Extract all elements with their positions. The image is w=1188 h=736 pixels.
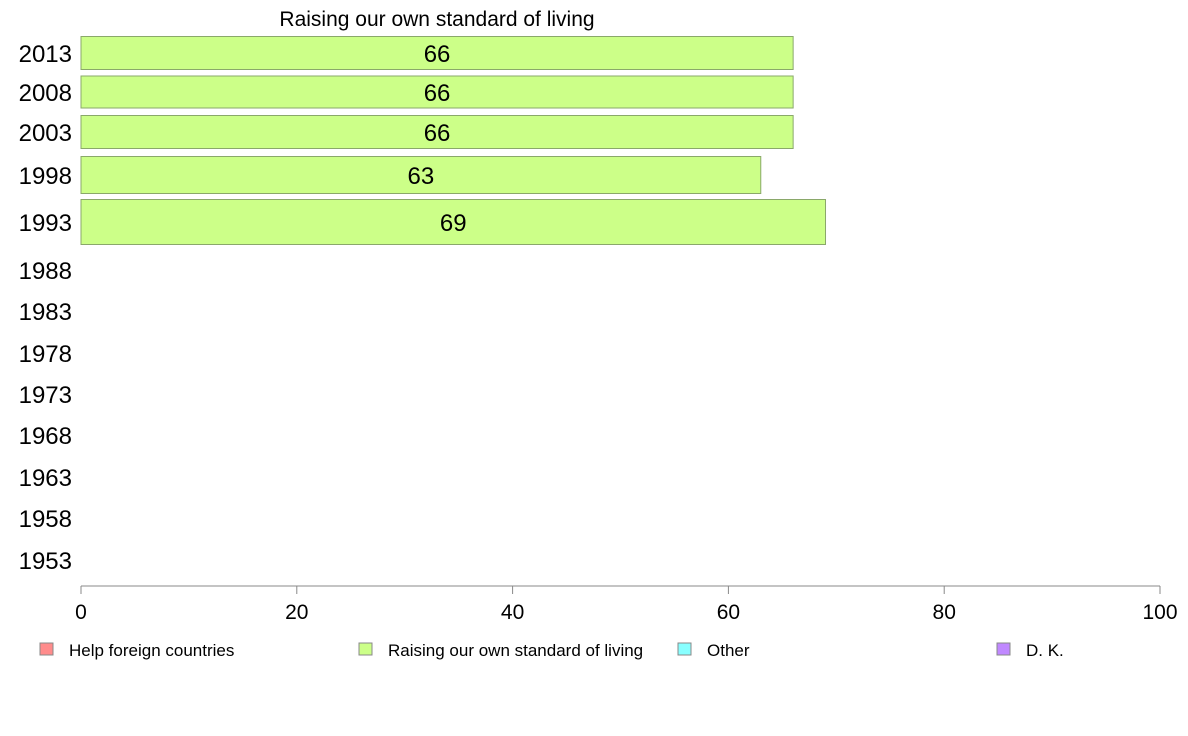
bar — [80, 36, 794, 70]
bar-value-label: 66 — [424, 80, 451, 107]
bar — [80, 75, 794, 109]
legend-swatch — [358, 642, 373, 656]
bar-value-label: 69 — [440, 210, 467, 237]
legend-label: Other — [707, 641, 750, 660]
legend: Help foreign countries Raising our own st… — [39, 641, 1064, 660]
x-tick-label: 40 — [501, 601, 524, 624]
y-tick-label: 1978 — [19, 341, 72, 368]
y-tick-label: 1988 — [19, 258, 72, 285]
x-tick-label: 100 — [1142, 601, 1177, 624]
y-tick-label: 2008 — [19, 80, 72, 107]
y-tick-label: 1998 — [19, 163, 72, 190]
bar — [80, 156, 762, 194]
x-axis: 0 20 40 60 80 100 — [75, 585, 1178, 624]
y-tick-label: 1993 — [19, 210, 72, 237]
bar-value-label: 63 — [408, 163, 435, 190]
x-tick-label: 0 — [75, 601, 87, 624]
x-tick-label: 20 — [285, 601, 308, 624]
bar-value-label: 66 — [424, 120, 451, 147]
x-tick-label: 60 — [717, 601, 740, 624]
legend-swatch — [39, 642, 54, 656]
y-tick-label: 1953 — [19, 548, 72, 575]
legend-swatch — [677, 642, 692, 656]
legend-label: Help foreign countries — [69, 641, 234, 660]
y-tick-label: 1958 — [19, 506, 72, 533]
y-tick-label: 1983 — [19, 299, 72, 326]
y-tick-label: 1963 — [19, 465, 72, 492]
y-tick-label: 2003 — [19, 120, 72, 147]
legend-label: Raising our own standard of living — [388, 641, 643, 660]
y-tick-label: 1968 — [19, 423, 72, 450]
bar — [80, 199, 827, 245]
y-tick-label: 1973 — [19, 382, 72, 409]
y-axis-labels: 2013 2008 2003 1998 1993 1988 1983 1978 1973 1968… — [19, 41, 72, 575]
x-tick-label: 80 — [933, 601, 956, 624]
y-tick-label: 2013 — [19, 41, 72, 68]
legend-label: D. K. — [1026, 641, 1064, 660]
bar-value-label: 66 — [424, 41, 451, 68]
chart-title: Raising our own standard of living — [279, 8, 594, 31]
legend-swatch — [996, 642, 1011, 656]
bar — [80, 115, 794, 149]
